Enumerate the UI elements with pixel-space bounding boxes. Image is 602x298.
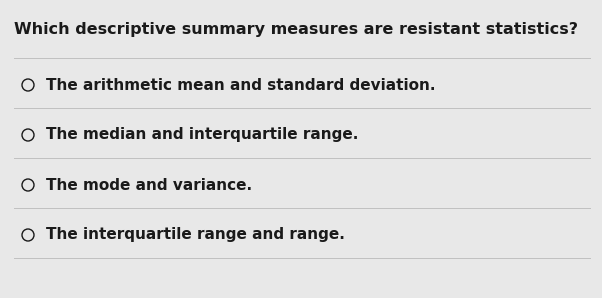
Text: The interquartile range and range.: The interquartile range and range. [46,227,345,243]
Text: The arithmetic mean and standard deviation.: The arithmetic mean and standard deviati… [46,77,435,92]
Text: The median and interquartile range.: The median and interquartile range. [46,128,358,142]
Text: Which descriptive summary measures are resistant statistics?: Which descriptive summary measures are r… [14,22,578,37]
Text: The mode and variance.: The mode and variance. [46,178,252,193]
